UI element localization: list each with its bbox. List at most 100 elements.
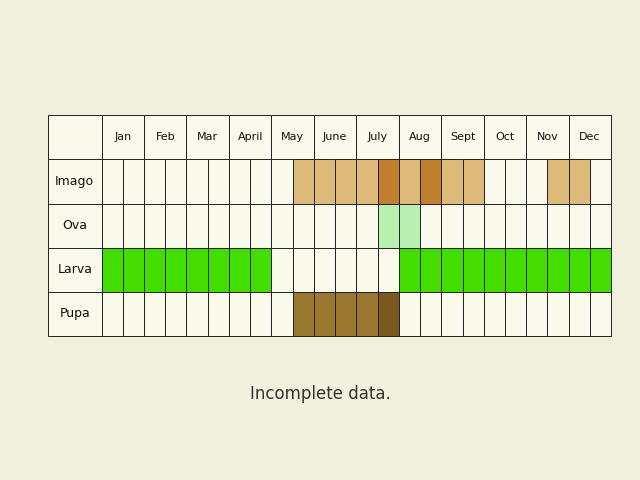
Bar [378,204,399,248]
Bar [378,248,399,292]
Bar [463,292,484,336]
Bar [442,159,463,204]
Bar [229,248,250,292]
Bar [442,248,463,292]
Bar [399,292,420,336]
Bar [102,204,123,248]
Bar [356,159,378,204]
Text: Feb: Feb [156,132,175,142]
Bar [569,248,590,292]
Bar [102,292,123,336]
Bar [186,115,229,159]
Bar [442,204,463,248]
Bar [314,204,335,248]
Text: May: May [281,132,304,142]
Bar [208,159,229,204]
Bar [165,292,186,336]
Text: Aug: Aug [409,132,431,142]
Bar [208,292,229,336]
Bar [484,248,505,292]
Bar [48,115,102,159]
Bar [399,115,442,159]
Bar [292,204,314,248]
Bar [378,292,399,336]
Bar [48,248,102,292]
Bar [484,115,526,159]
Bar [186,292,208,336]
Bar [569,115,611,159]
Text: Oct: Oct [495,132,515,142]
Bar [547,204,569,248]
Text: Imago: Imago [55,175,94,188]
Text: Pupa: Pupa [60,307,90,321]
Bar [590,204,611,248]
Text: Jan: Jan [114,132,131,142]
Text: Larva: Larva [57,263,92,276]
Bar [505,159,526,204]
Bar [484,159,505,204]
Bar [547,159,569,204]
Text: Nov: Nov [536,132,558,142]
Bar [144,204,165,248]
Bar [123,292,144,336]
Bar [505,248,526,292]
Bar [48,204,102,248]
Bar [271,204,292,248]
Bar [526,159,547,204]
Bar [505,292,526,336]
Bar [165,159,186,204]
Text: June: June [323,132,348,142]
Bar [123,248,144,292]
Bar [356,248,378,292]
Bar [335,292,356,336]
Bar [590,248,611,292]
Bar [378,159,399,204]
Bar [102,115,144,159]
Bar [250,204,271,248]
Bar [186,204,208,248]
Bar [208,248,229,292]
Bar [250,159,271,204]
Bar [271,115,314,159]
Text: Incomplete data.: Incomplete data. [250,384,390,403]
Bar [292,248,314,292]
Bar [335,204,356,248]
Bar [186,248,208,292]
Bar [547,248,569,292]
Bar [399,204,420,248]
Bar [590,292,611,336]
Bar [335,159,356,204]
Bar [271,159,292,204]
Bar [526,115,569,159]
Text: Sept: Sept [450,132,476,142]
Bar [48,292,102,336]
Bar [526,204,547,248]
Bar [420,204,442,248]
Text: July: July [367,132,388,142]
Bar [250,248,271,292]
Bar [356,115,399,159]
Bar [463,159,484,204]
Bar [356,292,378,336]
Bar [569,204,590,248]
Bar [442,292,463,336]
Bar [420,159,442,204]
Bar [271,248,292,292]
Bar [250,292,271,336]
Bar [144,115,186,159]
Bar [569,159,590,204]
Bar [505,204,526,248]
Bar [420,292,442,336]
Text: Dec: Dec [579,132,601,142]
Text: Mar: Mar [197,132,218,142]
Bar [229,159,250,204]
Bar [399,159,420,204]
Bar [484,292,505,336]
Bar [144,159,165,204]
Bar [208,204,229,248]
Bar [186,159,208,204]
Bar [314,115,356,159]
Bar [590,159,611,204]
Text: Ova: Ova [62,219,87,232]
Bar [463,248,484,292]
